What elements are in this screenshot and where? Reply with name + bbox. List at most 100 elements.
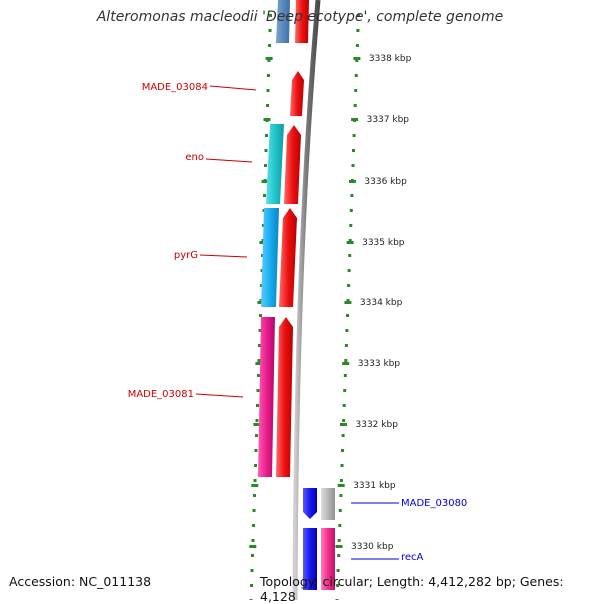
leader-eno xyxy=(205,158,253,163)
inner-ruler-tick xyxy=(268,44,271,47)
outer-ruler-tick xyxy=(350,194,354,197)
outer-ruler-tick xyxy=(336,569,340,572)
major-ruler-tick xyxy=(346,241,354,244)
forward-strand-genes xyxy=(276,71,304,477)
scale-label: 3330 kbp xyxy=(351,542,394,552)
outer-ruler-tick xyxy=(354,89,358,92)
inner-ruler-tick xyxy=(253,494,256,497)
scale-rulers xyxy=(249,14,361,600)
steel-gene-partial xyxy=(276,0,290,43)
scale-labels: 3338 kbp 3337 kbp 3336 kbp 3335 kbp 3334 kbp… xyxy=(351,54,412,552)
inner-ruler-tick xyxy=(256,404,259,407)
gene-made-03080-grey xyxy=(321,488,335,520)
major-ruler-tick xyxy=(342,362,350,365)
inner-ruler-tick xyxy=(255,419,259,422)
outer-ruler-tick xyxy=(337,554,341,557)
inner-ruler-tick xyxy=(268,29,272,32)
outer-ruler-tick xyxy=(346,299,350,302)
red-gene-partial xyxy=(295,0,309,43)
outer-ruler-tick xyxy=(353,104,357,107)
outer-ruler-tick xyxy=(349,224,353,227)
bottom-features xyxy=(303,488,335,590)
top-features xyxy=(276,0,309,43)
inner-ruler-tick xyxy=(250,584,253,587)
outer-ruler-tick xyxy=(342,404,346,407)
major-ruler-tick xyxy=(351,118,359,121)
scale-label: 3336 kbp xyxy=(364,177,407,187)
major-ruler-tick xyxy=(253,423,261,426)
inner-ruler-tick xyxy=(261,239,265,242)
scale-label: 3332 kbp xyxy=(356,420,399,430)
major-ruler-tick xyxy=(259,241,267,244)
scale-label: 3333 kbp xyxy=(358,359,401,369)
inner-ruler-tick xyxy=(257,374,260,377)
gene-pyrg-bar xyxy=(261,208,279,307)
inner-ruler-tick xyxy=(250,569,254,572)
outer-ruler-tick xyxy=(341,434,345,437)
major-ruler-tick xyxy=(337,484,345,487)
leader-pyrg xyxy=(199,254,248,258)
outer-ruler-tick xyxy=(338,524,342,527)
outer-ruler-tick xyxy=(355,59,359,62)
outer-ruler-tick xyxy=(339,479,343,482)
inner-ruler-tick xyxy=(263,194,266,197)
outer-ruler-tick xyxy=(343,389,347,392)
scale-label: 3335 kbp xyxy=(362,238,405,248)
inner-ruler-tick xyxy=(267,74,270,77)
outer-ruler-tick xyxy=(346,314,349,317)
inner-ruler-tick xyxy=(261,254,264,257)
gene-made-03084-arrow xyxy=(290,71,304,116)
outer-ruler-tick xyxy=(336,584,340,587)
major-ruler-tick xyxy=(353,57,361,60)
major-ruler-tick xyxy=(344,301,352,304)
major-ruler-tick xyxy=(263,118,271,121)
major-ruler-tick xyxy=(340,423,347,426)
inner-ruler-tick xyxy=(264,149,268,152)
gene-labels: MADE_03084 eno pyrG MADE_03081 MADE_0308… xyxy=(128,82,468,563)
label-reca: recA xyxy=(401,552,424,563)
scale-label: 3331 kbp xyxy=(353,481,396,491)
inner-ruler-tick xyxy=(252,509,256,512)
outer-ruler-tick xyxy=(340,464,344,467)
outer-ruler-tick xyxy=(348,254,352,257)
scale-label: 3337 kbp xyxy=(367,115,410,125)
outer-ruler-tick xyxy=(352,149,355,152)
inner-ruler-tick xyxy=(254,449,258,452)
gene-eno-bar xyxy=(266,124,284,204)
major-ruler-tick xyxy=(348,180,356,183)
outer-ruler-tick xyxy=(347,269,351,272)
inner-ruler-tick xyxy=(254,464,257,467)
inner-ruler-tick xyxy=(260,284,263,287)
scale-label: 3334 kbp xyxy=(360,298,403,308)
inner-ruler-tick xyxy=(253,479,257,482)
reverse-strand-genes xyxy=(258,124,284,477)
inner-ruler-tick xyxy=(258,344,261,347)
inner-ruler-tick xyxy=(265,134,268,137)
leader-made-03081 xyxy=(195,393,244,398)
inner-ruler-tick xyxy=(264,164,267,167)
outer-ruler-tick xyxy=(347,284,351,287)
inner-ruler-tick xyxy=(260,269,264,272)
outer-ruler-tick xyxy=(339,494,343,497)
major-ruler-tick xyxy=(257,301,265,304)
genome-title: Alteromonas macleodii 'Deep ecotype', co… xyxy=(96,9,504,25)
genome-backbone xyxy=(292,0,321,600)
inner-ruler-tick xyxy=(269,14,272,17)
inner-ruler-tick xyxy=(267,59,271,62)
gene-made-03081-bar xyxy=(258,317,275,477)
inner-ruler-tick xyxy=(257,359,261,362)
accession-text: Accession: NC_011138 xyxy=(9,574,152,589)
gene-reca-pink xyxy=(321,528,335,590)
label-made-03081: MADE_03081 xyxy=(128,389,194,400)
major-ruler-tick xyxy=(261,180,269,183)
outer-ruler-tick xyxy=(351,164,355,167)
inner-ruler-tick xyxy=(266,89,270,92)
outer-ruler-tick xyxy=(354,74,358,77)
inner-ruler-tick xyxy=(258,329,262,332)
major-ruler-tick xyxy=(249,545,257,548)
outer-ruler-tick xyxy=(342,419,346,422)
gene-pyrg-arrow xyxy=(279,208,297,307)
scale-label: 3338 kbp xyxy=(369,54,412,64)
major-ruler-tick xyxy=(265,57,273,60)
